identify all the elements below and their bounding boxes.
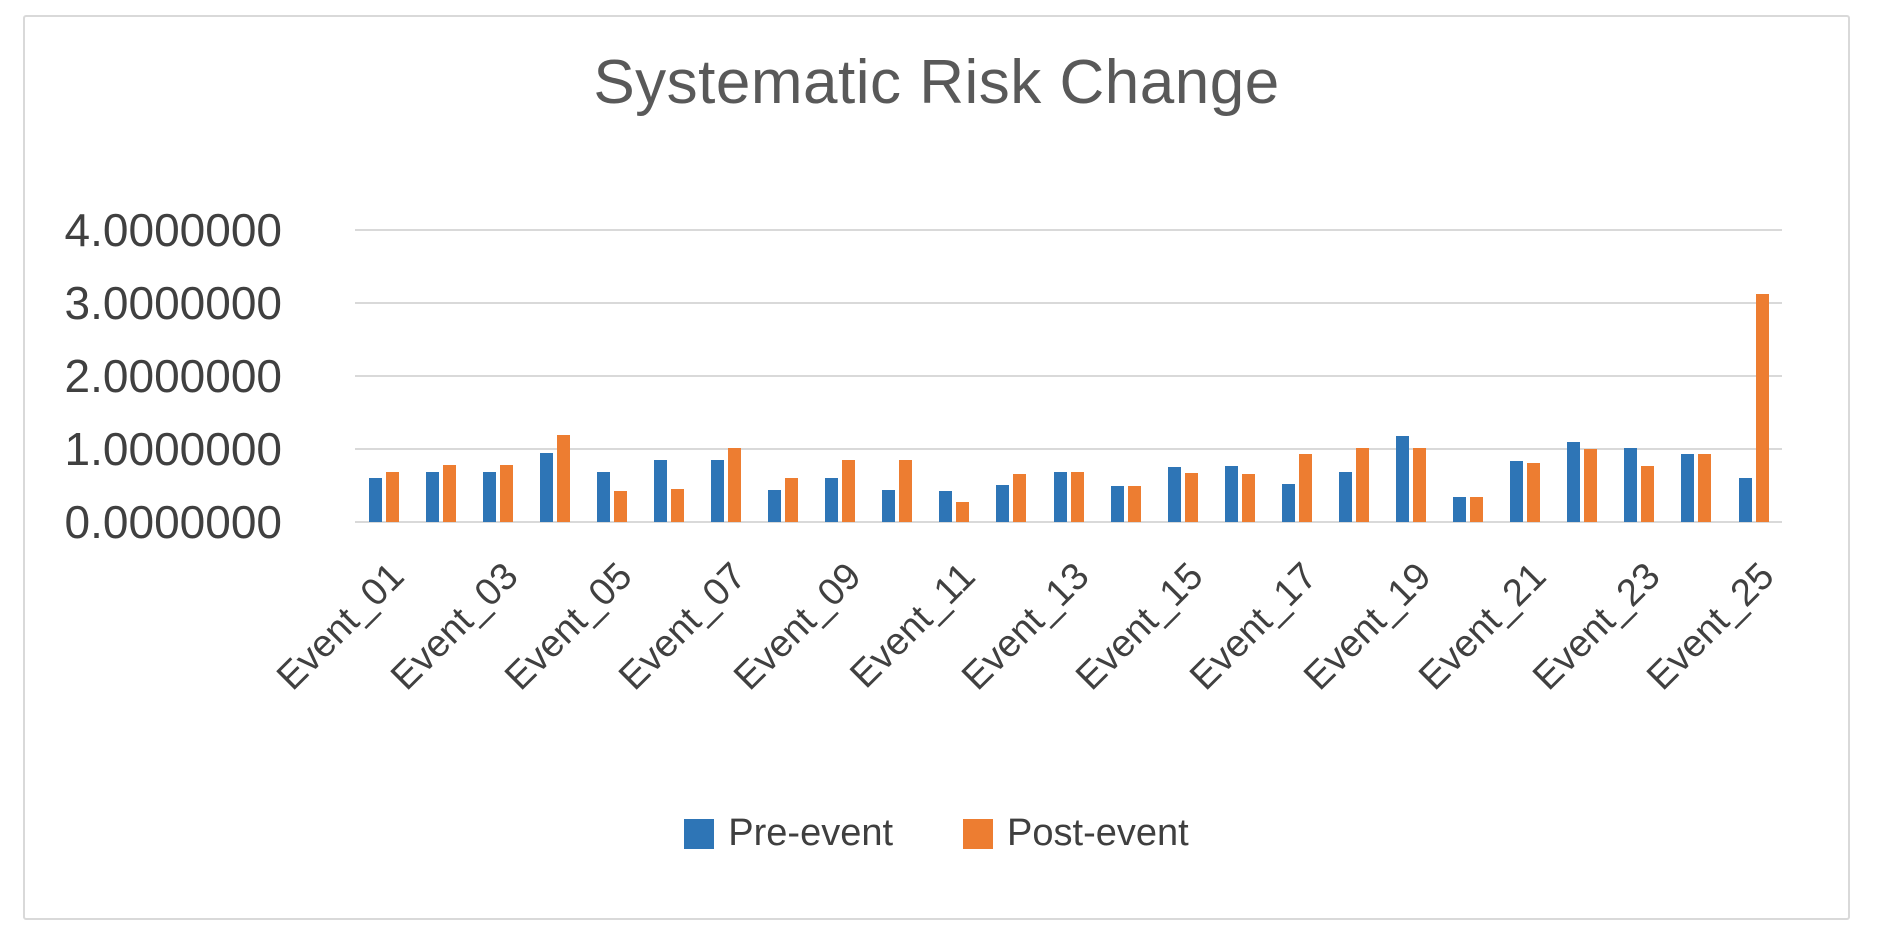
chart-title: Systematic Risk Change xyxy=(593,48,1280,117)
legend-label-pre-event: Pre-event xyxy=(728,812,894,854)
bar-pre-event-event_15 xyxy=(1167,467,1181,522)
bar-pre-event-event_08 xyxy=(768,489,782,522)
bar-post-event-event_01 xyxy=(385,472,399,522)
bar-pre-event-event_16 xyxy=(1224,465,1238,522)
bar-post-event-event_16 xyxy=(1241,473,1255,522)
bar-post-event-event_17 xyxy=(1298,454,1312,522)
bar-post-event-event_19 xyxy=(1413,447,1426,522)
bar-post-event-event_25 xyxy=(1755,294,1769,522)
bar-pre-event-event_20 xyxy=(1453,496,1467,522)
bar-pre-event-event_05 xyxy=(596,471,610,522)
y-tick-label: 4.0000000 xyxy=(64,204,282,256)
y-tick-label: 0.0000000 xyxy=(64,496,282,548)
bar-post-event-event_24 xyxy=(1698,454,1712,522)
bar-pre-event-event_23 xyxy=(1624,447,1638,522)
x-tick-label-event_09: Event_09 xyxy=(725,555,870,699)
post-event-swatch-icon xyxy=(963,818,994,849)
bar-post-event-event_08 xyxy=(785,477,799,522)
bar-pre-event-event_07 xyxy=(711,460,724,522)
bar-post-event-event_10 xyxy=(899,460,913,522)
bar-post-event-event_23 xyxy=(1641,465,1655,522)
legend-label-post-event: Post-event xyxy=(1007,812,1189,854)
bar-pre-event-event_10 xyxy=(882,489,896,522)
bar-pre-event-event_03 xyxy=(482,472,496,522)
legend-item-pre-event: Pre-event xyxy=(684,812,893,855)
bar-post-event-event_07 xyxy=(728,447,741,522)
gridline xyxy=(355,375,1782,377)
gridline xyxy=(355,302,1782,304)
bar-pre-event-event_06 xyxy=(653,460,667,522)
bar-post-event-event_06 xyxy=(670,489,684,522)
bar-pre-event-event_19 xyxy=(1396,435,1409,522)
bar-pre-event-event_02 xyxy=(425,472,439,522)
bar-post-event-event_15 xyxy=(1184,473,1198,522)
y-tick-label: 2.0000000 xyxy=(64,350,282,402)
bar-pre-event-event_11 xyxy=(939,491,953,522)
bar-post-event-event_02 xyxy=(442,465,456,522)
bar-post-event-event_09 xyxy=(842,460,856,522)
bar-pre-event-event_09 xyxy=(825,478,839,522)
bar-pre-event-event_22 xyxy=(1567,442,1581,522)
y-tick-label: 1.0000000 xyxy=(64,423,282,475)
bar-pre-event-event_14 xyxy=(1110,485,1124,522)
bar-pre-event-event_18 xyxy=(1338,471,1352,522)
bar-post-event-event_11 xyxy=(956,501,970,522)
bar-post-event-event_22 xyxy=(1584,449,1598,522)
bar-post-event-event_14 xyxy=(1127,485,1141,522)
bar-post-event-event_18 xyxy=(1355,448,1369,522)
bar-post-event-event_12 xyxy=(1013,473,1027,522)
bar-pre-event-event_25 xyxy=(1738,478,1752,522)
gridline xyxy=(355,448,1782,450)
legend-item-post-event: Post-event xyxy=(963,812,1189,855)
pre-event-swatch-icon xyxy=(684,818,715,849)
bar-pre-event-event_21 xyxy=(1510,460,1524,522)
chart-frame: Systematic Risk Change 4.0000000 3.000000… xyxy=(23,15,1850,920)
bar-pre-event-event_13 xyxy=(1053,472,1067,522)
y-tick-label: 3.0000000 xyxy=(64,277,282,329)
legend: Pre-event Post-event xyxy=(25,812,1848,855)
bar-post-event-event_21 xyxy=(1527,462,1541,522)
bar-post-event-event_03 xyxy=(499,465,513,522)
bar-pre-event-event_01 xyxy=(368,478,382,522)
bar-pre-event-event_17 xyxy=(1281,484,1295,522)
bar-pre-event-event_04 xyxy=(539,452,553,522)
bar-pre-event-event_24 xyxy=(1681,454,1695,522)
gridline xyxy=(355,229,1782,231)
bar-post-event-event_04 xyxy=(556,435,570,522)
bar-post-event-event_13 xyxy=(1070,472,1084,522)
x-axis-labels: Event_01 Event_03 Event_05 Event_07 Event_09… xyxy=(269,530,1782,770)
bar-post-event-event_20 xyxy=(1470,496,1484,522)
bar-pre-event-event_12 xyxy=(996,484,1010,522)
y-axis-labels: 4.0000000 3.0000000 2.0000000 1.0000000 0.00… xyxy=(40,207,282,545)
gridline xyxy=(355,521,1782,523)
bar-post-event-event_05 xyxy=(613,490,627,522)
plot-area xyxy=(355,229,1782,523)
